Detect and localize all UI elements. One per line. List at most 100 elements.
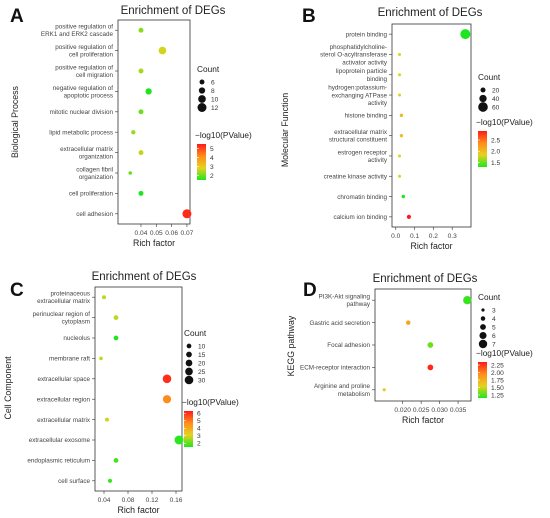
data-point (398, 52, 402, 56)
size-legend-dot (185, 359, 193, 367)
category-label: extracellular space (38, 376, 91, 383)
size-legend-dot (185, 367, 193, 376)
color-legend-label: 1.50 (491, 385, 504, 392)
x-tick-label: 0.1 (410, 233, 419, 240)
category-label: creatine kinase activity (324, 173, 388, 180)
size-legend-dot (480, 316, 486, 321)
y-axis-label: Cell Component (3, 356, 13, 420)
x-tick-label: 0.06 (165, 230, 178, 237)
category-label: positive regulation of (55, 64, 113, 71)
data-point (138, 190, 144, 196)
chart-title: Enrichment of DEGs (92, 271, 197, 283)
size-legend-label: 20 (492, 87, 500, 94)
size-legend-dot (198, 95, 206, 103)
category-label: negative regulation of (53, 85, 113, 92)
plot-frame (391, 23, 472, 228)
y-axis-label: KEGG pathway (286, 315, 296, 376)
size-legend-dot (479, 94, 487, 103)
chart-title: Enrichment of DEGs (121, 5, 226, 17)
category-label: endoplasmic reticulum (27, 458, 90, 465)
size-legend-dot (186, 351, 192, 358)
category-label: extracellular matrix (60, 146, 114, 153)
data-point (427, 364, 434, 371)
category-label: ERK1 and ERK2 cascade (41, 31, 114, 38)
size-legend-dot (479, 331, 487, 340)
x-tick-label: 0.2 (429, 233, 438, 240)
category-label: apoptotic process (64, 92, 113, 99)
size-legend-label: 30 (198, 377, 206, 384)
size-legend-dot (481, 308, 485, 312)
data-point (113, 315, 119, 320)
x-tick-label: 0.035 (450, 407, 467, 414)
size-legend-label: 25 (198, 369, 206, 376)
category-label: exchanging ATPase (331, 92, 387, 99)
size-legend-label: 6 (211, 79, 215, 86)
size-legend-dot (198, 87, 206, 94)
category-label: perinuclear region of (33, 311, 91, 318)
category-label: binding (367, 76, 388, 83)
data-point (113, 458, 119, 463)
category-label: structural constituent (329, 137, 387, 144)
color-legend-label: 2.0 (491, 149, 500, 156)
category-label: positive regulation of (55, 44, 113, 51)
size-legend-label: 4 (492, 316, 496, 323)
category-label: cell surface (58, 478, 90, 485)
color-legend-bar (184, 411, 193, 447)
data-point (113, 335, 119, 341)
x-tick-label: 0.020 (394, 407, 411, 414)
chart-title: Enrichment of DEGs (378, 7, 483, 19)
x-tick-label: 0.04 (135, 230, 148, 237)
data-point (162, 395, 172, 404)
category-label: activator activity (342, 59, 388, 66)
data-point (427, 342, 434, 348)
data-point (162, 374, 172, 384)
color-legend-title: −log10(PValue) (476, 117, 533, 127)
category-label: mitotic nuclear division (50, 109, 114, 116)
color-legend-label: 1.75 (491, 377, 504, 384)
x-tick-label: 0.04 (98, 497, 111, 504)
data-point (145, 88, 152, 95)
color-legend-label: 4 (197, 426, 201, 433)
size-legend-label: 60 (492, 104, 500, 111)
size-legend-label: 15 (198, 352, 206, 359)
size-legend-label: 20 (198, 360, 206, 367)
data-point (382, 388, 386, 392)
data-point (128, 171, 133, 175)
panel-a: A Enrichment of DEGs positive regulation o… (10, 5, 252, 248)
color-legend-title: −log10(PValue) (195, 130, 252, 140)
color-legend-label: 2.00 (491, 370, 504, 377)
size-legend-label: 8 (211, 88, 215, 95)
x-axis-label: Rich factor (133, 238, 175, 248)
data-point (105, 417, 109, 422)
category-label: cell proliferation (69, 52, 114, 59)
data-point (131, 130, 136, 135)
category-label: positive regulation of (55, 24, 113, 31)
data-point (406, 214, 412, 219)
category-label: pathway (347, 301, 371, 308)
size-legend-dot (478, 102, 488, 112)
category-label: Focal adhesion (327, 342, 370, 349)
data-point (460, 29, 471, 40)
size-legend-dot (186, 343, 192, 349)
category-label: extracellular matrix (37, 417, 91, 424)
data-point (401, 194, 406, 199)
color-legend-label: 2.5 (491, 137, 500, 144)
size-legend-dot (184, 375, 194, 385)
x-tick-label: 0.05 (150, 230, 163, 237)
data-point (463, 296, 472, 305)
size-legend-dot (197, 103, 207, 112)
color-legend-bar (197, 144, 206, 180)
category-label: cytoplasm (62, 319, 90, 326)
category-label: PI3K-Akt signaling (319, 294, 371, 301)
color-legend-label: 2 (197, 441, 201, 448)
size-legend-title: Count (197, 64, 220, 74)
category-label: ECM-receptor interaction (300, 365, 370, 372)
size-legend-dot (480, 87, 486, 93)
data-point (398, 174, 402, 178)
color-legend-title: −log10(PValue) (476, 348, 533, 358)
category-label: metabolism (338, 391, 370, 398)
category-label: Arginine and proline (314, 383, 371, 390)
category-label: lipoprotein particle (336, 68, 388, 75)
color-legend-label: 3 (210, 164, 214, 171)
